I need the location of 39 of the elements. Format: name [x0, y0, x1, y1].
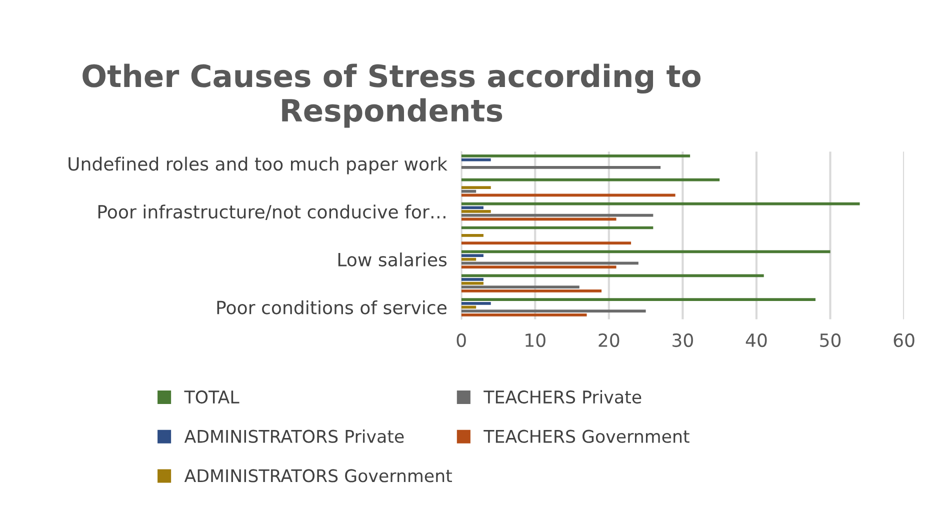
bar [461, 234, 484, 237]
bar [461, 302, 491, 305]
y-tick-label: Low salaries [338, 252, 447, 266]
bar [461, 186, 491, 189]
bar [461, 154, 690, 158]
bar [461, 254, 484, 257]
legend-label: TEACHERS Government [484, 430, 690, 443]
bar [461, 290, 602, 292]
x-tick-label: 30 [672, 333, 693, 348]
x-tick-label: 20 [598, 333, 620, 348]
x-tick-label: 10 [526, 333, 546, 348]
chart-title: Other Causes of Stress according to Respondents [82, 64, 701, 128]
bar [461, 278, 484, 281]
bar [461, 242, 632, 245]
legend-label: ADMINISTRATORS Private [184, 430, 404, 443]
bar [461, 178, 720, 182]
bar [461, 298, 816, 302]
bar [461, 274, 764, 278]
bar [461, 258, 476, 261]
bar [461, 313, 587, 316]
legend-label: TOTAL [184, 390, 240, 404]
bar [461, 266, 616, 268]
y-tick-label: Poor infrastructure/not conducive for… [98, 204, 446, 220]
x-tick-label: 60 [894, 333, 914, 348]
bar [461, 262, 638, 265]
bar [461, 310, 646, 312]
bar [461, 166, 661, 169]
x-tick-label: 0 [456, 333, 466, 348]
x-tick-label: 50 [820, 333, 841, 348]
y-tick-label: Poor conditions of service [217, 300, 446, 314]
bar [461, 218, 616, 221]
legend-label: ADMINISTRATORS Government [184, 469, 452, 482]
bar [461, 190, 476, 193]
bar [461, 286, 580, 289]
bar [461, 206, 484, 210]
legend-label: TEACHERS Private [484, 390, 642, 404]
y-tick-label: Undefined roles and too much paper work [68, 156, 448, 174]
bar [461, 210, 491, 213]
x-tick-label: 40 [746, 333, 767, 348]
